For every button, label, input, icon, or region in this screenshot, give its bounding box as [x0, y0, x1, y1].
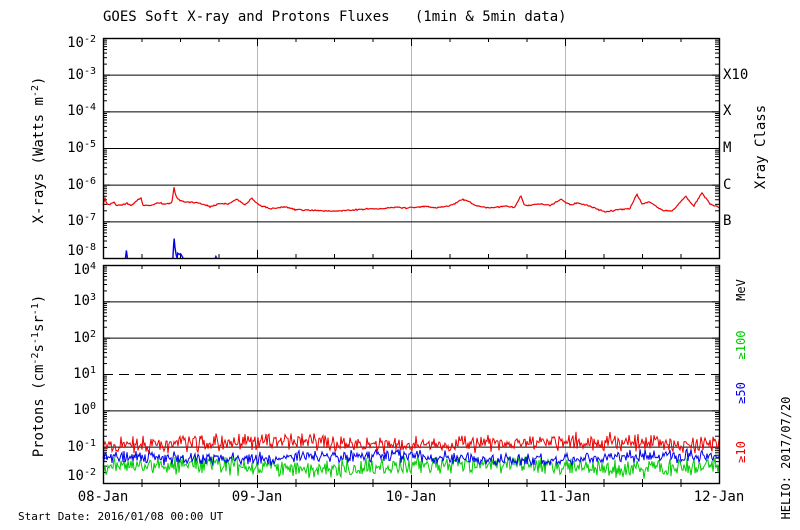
ytick-10e-6: 10-6: [67, 175, 96, 193]
superscript: -2: [30, 84, 41, 98]
ytick-10e1: 101: [73, 365, 96, 382]
ytick-10e-2: 10-2: [67, 34, 96, 51]
ytick-10e4: 104: [73, 261, 96, 278]
xtick-10-jan: 10-Jan: [385, 489, 437, 505]
xray-class-axis-title: Xray Class: [753, 104, 769, 190]
xray-panel: [102, 37, 721, 260]
ytick-10e3: 103: [73, 292, 96, 310]
ytick-10e0: 100: [73, 401, 96, 419]
xtick-12-jan: 12-Jan: [693, 489, 745, 505]
ytick-10e-4: 10-4: [67, 102, 96, 120]
xtick-09-jan: 09-Jan: [231, 489, 283, 505]
xray-class-label-x: X: [723, 103, 732, 119]
proton-ge50-label: ≥50: [734, 382, 748, 404]
ytick-10e2: 102: [73, 328, 96, 346]
ytick-10e-7: 10-7: [67, 212, 96, 230]
xray-class-label-x10: X10: [723, 67, 749, 83]
proton-panel: [102, 264, 721, 488]
xray-class-label-m: M: [723, 140, 732, 156]
ytick-10e-1: 10-1: [67, 437, 96, 455]
superscript: -2: [30, 352, 41, 365]
mev-axis-title: MeV: [734, 279, 748, 301]
xtick-08-jan: 08-Jan: [77, 489, 129, 505]
proton-ge100-label: ≥100: [734, 330, 748, 360]
ytick-10e-8: 10-8: [67, 242, 96, 259]
xtick-11-jan: 11-Jan: [539, 489, 591, 505]
chart-title: GOES Soft X-ray and Protons Fluxes (1min…: [103, 9, 567, 25]
xray-class-label-b: B: [723, 213, 732, 229]
proton-ge10-label: ≥10: [734, 441, 748, 463]
xray-class-label-c: C: [723, 177, 732, 193]
ytick-10e-3: 10-3: [67, 65, 96, 83]
start-date-label: Start Date: 2016/01/08 00:00 UT: [18, 510, 224, 523]
helio-watermark: HELIO: 2017/07/20: [779, 396, 793, 520]
ytick-10e-5: 10-5: [67, 139, 96, 156]
ytick-10e-2: 10-2: [67, 467, 96, 484]
